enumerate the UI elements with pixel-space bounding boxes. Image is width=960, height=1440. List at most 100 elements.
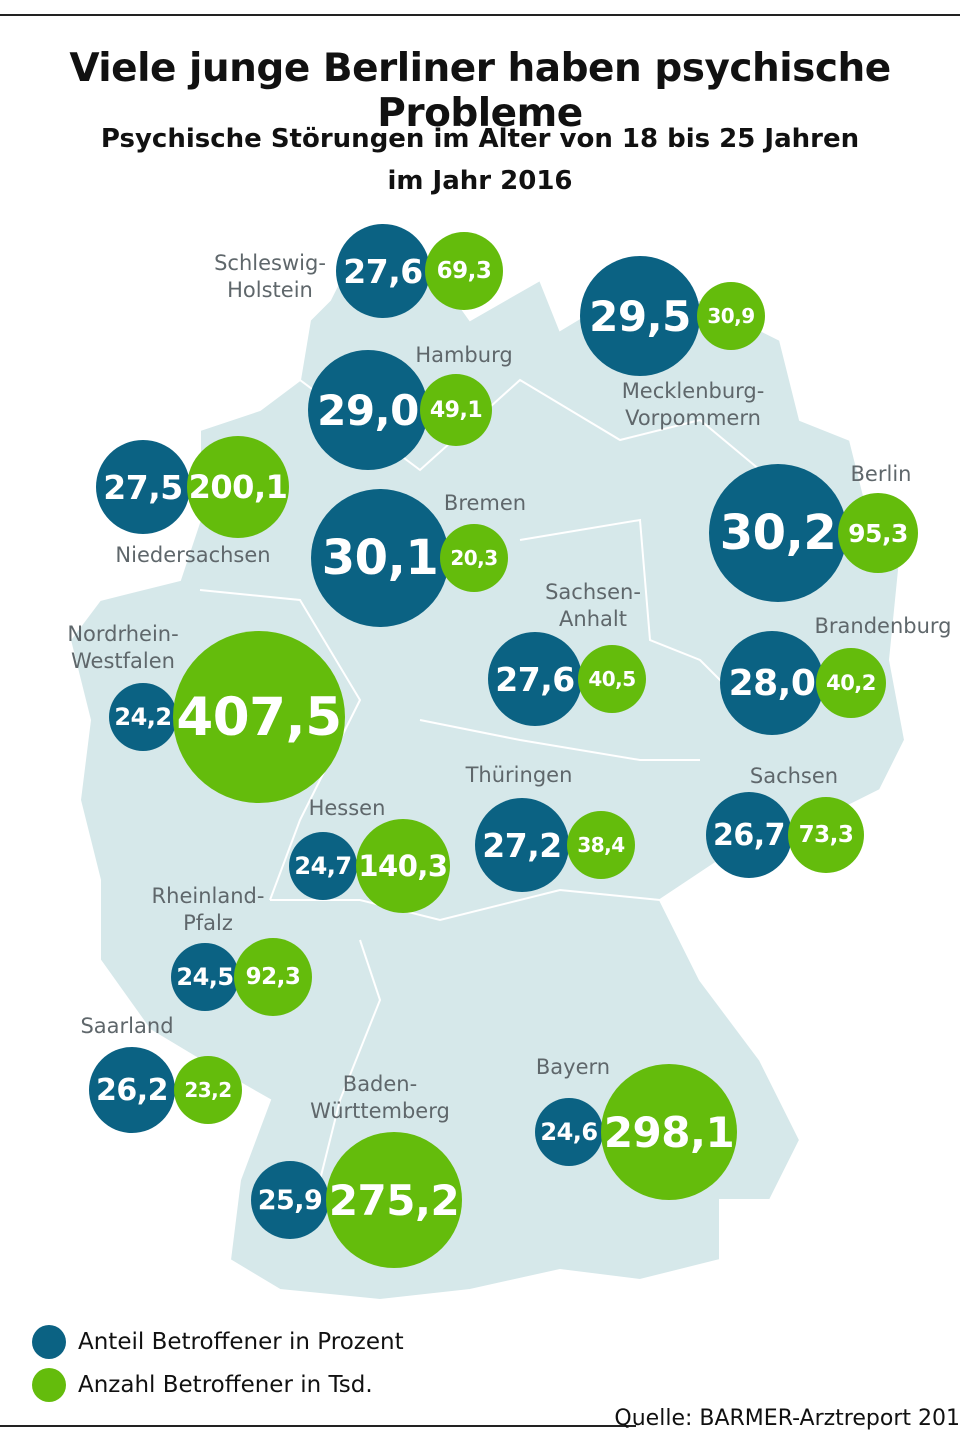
legend-swatch-blue — [32, 1325, 66, 1359]
anzahl-bubble-value: 38,4 — [577, 833, 625, 857]
region-label: Rheinland- Pfalz — [152, 883, 265, 937]
top-rule — [0, 14, 960, 16]
anteil-bubble-value: 24,6 — [540, 1118, 598, 1146]
region-label: Sachsen- Anhalt — [545, 579, 641, 633]
region-label-line: Berlin — [850, 462, 912, 486]
legend-item-anteil: Anteil Betroffener in Prozent — [32, 1325, 404, 1359]
anteil-bubble-value: 24,2 — [114, 703, 172, 731]
region-label: Niedersachsen — [115, 542, 270, 569]
anzahl-bubble: 40,2 — [816, 648, 886, 718]
legend-label-anzahl: Anzahl Betroffener in Tsd. — [78, 1372, 373, 1398]
region-label: Schleswig- Holstein — [214, 250, 326, 304]
anteil-bubble: 24,6 — [535, 1098, 603, 1166]
anteil-bubble: 26,2 — [89, 1047, 175, 1133]
anzahl-bubble-value: 407,5 — [176, 686, 342, 748]
region-label-line: Mecklenburg- — [621, 379, 765, 403]
anzahl-bubble-value: 92,3 — [245, 964, 301, 990]
anzahl-bubble: 30,9 — [697, 282, 765, 350]
region-label-line: Schleswig- — [214, 251, 326, 275]
anteil-bubble: 24,2 — [109, 683, 177, 751]
region-label: Hessen — [309, 795, 386, 822]
anzahl-bubble-value: 298,1 — [603, 1107, 735, 1157]
anzahl-bubble: 298,1 — [601, 1064, 737, 1200]
anteil-bubble: 25,9 — [251, 1161, 329, 1239]
legend-item-anzahl: Anzahl Betroffener in Tsd. — [32, 1368, 373, 1402]
anzahl-bubble: 69,3 — [425, 232, 503, 310]
anteil-bubble: 30,1 — [311, 489, 449, 627]
anteil-bubble-value: 26,7 — [712, 817, 786, 853]
anteil-bubble-value: 27,5 — [103, 467, 183, 507]
region-label: Bremen — [444, 490, 526, 517]
anzahl-bubble: 73,3 — [788, 797, 864, 873]
region-label: Bayern — [536, 1054, 610, 1081]
anteil-bubble-value: 26,2 — [95, 1072, 169, 1108]
region-label: Hamburg — [415, 342, 512, 369]
anteil-bubble-value: 24,5 — [176, 963, 234, 991]
region-label-line: Bayern — [535, 1055, 611, 1079]
region-label-line: Sachsen — [749, 764, 839, 788]
anteil-bubble-value: 30,2 — [719, 505, 837, 561]
anzahl-bubble-value: 140,3 — [358, 849, 448, 883]
anzahl-bubble-value: 40,5 — [588, 667, 636, 691]
subtitle-line2: im Jahr 2016 — [387, 166, 573, 196]
state-borders — [199, 378, 761, 1181]
region-label-line: Saarland — [80, 1014, 174, 1038]
anteil-bubble: 27,5 — [96, 440, 190, 534]
region-label-line: Baden- — [342, 1072, 418, 1096]
region-label-line: Westfalen — [71, 649, 175, 673]
source-note: Quelle: BARMER-Arztreport 201 — [614, 1406, 960, 1431]
anteil-bubble-value: 27,6 — [343, 251, 423, 291]
anzahl-bubble: 275,2 — [326, 1132, 462, 1268]
anzahl-bubble: 20,3 — [440, 524, 508, 592]
anteil-bubble: 24,7 — [289, 832, 357, 900]
anteil-bubble: 30,2 — [709, 464, 847, 602]
region-label-line: Rheinland- — [151, 884, 265, 908]
region-label: Nordrhein- Westfalen — [67, 621, 178, 675]
anzahl-bubble-value: 40,2 — [826, 671, 876, 695]
anzahl-bubble-value: 20,3 — [450, 546, 498, 570]
region-label: Berlin — [851, 461, 912, 488]
anteil-bubble: 24,5 — [171, 943, 239, 1011]
anzahl-bubble: 95,3 — [838, 493, 918, 573]
region-label: Saarland — [80, 1013, 173, 1040]
anteil-bubble-value: 27,6 — [495, 659, 575, 699]
region-label: Brandenburg — [814, 613, 951, 640]
anteil-bubble-value: 30,1 — [321, 530, 439, 586]
anzahl-bubble: 200,1 — [187, 436, 289, 538]
region-label-line: Württemberg — [310, 1099, 450, 1123]
region-label-line: Vorpommern — [625, 406, 761, 430]
anzahl-bubble-value: 69,3 — [436, 258, 492, 284]
subtitle-line1: Psychische Störungen im Alter von 18 bis… — [100, 124, 860, 154]
region-label-line: Holstein — [227, 278, 313, 302]
region-label: Baden- Württemberg — [310, 1071, 450, 1125]
region-label-line: Nordrhein- — [67, 622, 179, 646]
anteil-bubble: 29,5 — [580, 256, 700, 376]
anteil-bubble-value: 29,0 — [317, 385, 419, 435]
anteil-bubble-value: 28,0 — [728, 662, 816, 704]
anzahl-bubble-value: 23,2 — [184, 1078, 232, 1102]
anteil-bubble-value: 27,2 — [482, 825, 562, 865]
anzahl-bubble: 40,5 — [578, 645, 646, 713]
region-label: Sachsen — [750, 763, 838, 790]
region-label-line: Niedersachsen — [115, 543, 271, 567]
page-title: Viele junge Berliner haben psychische Pr… — [69, 46, 891, 136]
anteil-bubble: 29,0 — [308, 350, 428, 470]
anzahl-bubble: 140,3 — [356, 819, 450, 913]
region-label-line: Hessen — [308, 796, 386, 820]
anzahl-bubble: 92,3 — [234, 938, 312, 1016]
anzahl-bubble-value: 200,1 — [188, 468, 288, 506]
region-label-line: Sachsen- — [545, 580, 641, 604]
legend-swatch-green — [32, 1368, 66, 1402]
anteil-bubble-value: 25,9 — [257, 1184, 323, 1216]
bottom-rule — [0, 1425, 636, 1427]
anzahl-bubble-value: 30,9 — [707, 304, 755, 328]
region-label-line: Bremen — [443, 491, 527, 515]
anzahl-bubble-value: 49,1 — [429, 397, 483, 423]
anteil-bubble: 28,0 — [720, 631, 824, 735]
anteil-bubble: 26,7 — [706, 792, 792, 878]
anteil-bubble-value: 24,7 — [294, 852, 352, 880]
region-label: Thüringen — [466, 762, 573, 789]
anzahl-bubble: 23,2 — [174, 1056, 242, 1124]
anteil-bubble: 27,6 — [336, 224, 430, 318]
anzahl-bubble: 407,5 — [173, 631, 345, 803]
